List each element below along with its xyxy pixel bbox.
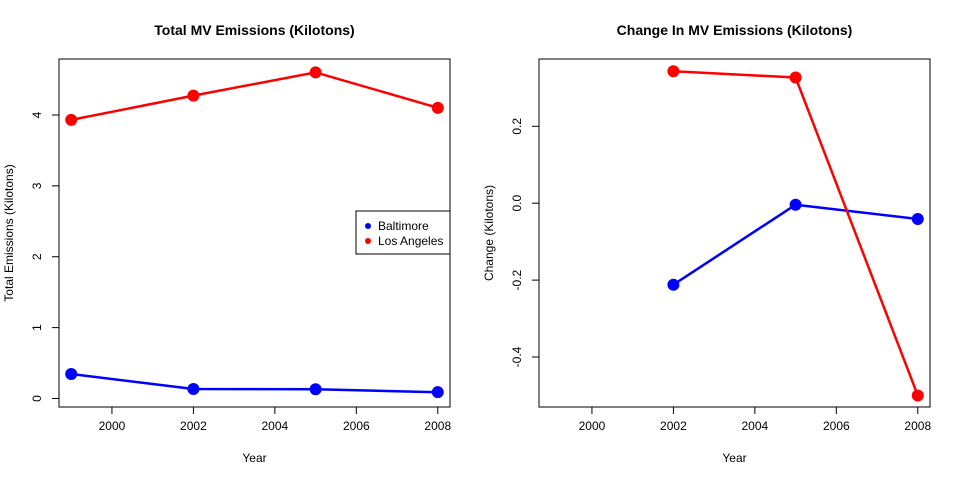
series-total — [65, 66, 444, 399]
y-tick-label: 1 — [30, 324, 44, 331]
x-axis-label-total: Year — [242, 451, 266, 465]
data-point-baltimore — [667, 278, 680, 291]
series-line-baltimore — [672, 203, 918, 286]
x-tick-label: 2004 — [742, 419, 769, 433]
y-tick-label: -0.4 — [510, 346, 524, 367]
data-point-los-angeles — [911, 389, 924, 402]
y-axis-label-change: Change (Kilotons) — [482, 185, 496, 281]
y-tick-label: 3 — [30, 182, 44, 189]
x-tick-label: 2006 — [343, 419, 370, 433]
legend-label-los-angeles: Los Angeles — [378, 234, 443, 248]
legend: Baltimore Los Angeles — [355, 210, 451, 255]
y-tick-label: 0.2 — [510, 118, 524, 135]
data-point-baltimore — [431, 386, 444, 399]
x-tick-label: 2006 — [823, 419, 850, 433]
legend-label-baltimore: Baltimore — [378, 219, 429, 233]
data-point-los-angeles — [431, 101, 444, 114]
data-point-los-angeles — [789, 71, 802, 84]
chart-total-emissions: Total MV Emissions (Kilotons) Year Total… — [2, 22, 451, 465]
data-point-baltimore — [789, 198, 802, 211]
legend-box — [355, 210, 451, 255]
data-point-los-angeles — [309, 66, 322, 79]
x-tick-label: 2002 — [180, 419, 207, 433]
chart-title-total: Total MV Emissions (Kilotons) — [154, 22, 354, 38]
y-ticks-change: -0.4 -0.2 0.0 0.2 — [510, 118, 539, 367]
data-point-los-angeles — [187, 89, 200, 102]
x-tick-label: 2002 — [660, 419, 687, 433]
series-line-los-angeles — [70, 71, 439, 122]
series-line-los-angeles — [673, 70, 919, 396]
x-axis-label-change: Year — [722, 451, 746, 465]
series-change — [667, 65, 924, 402]
y-tick-label: 0 — [30, 395, 44, 402]
x-ticks-change: 2000 2002 2004 2006 2008 — [579, 407, 931, 433]
y-tick-label: -0.2 — [510, 269, 524, 290]
x-tick-label: 2000 — [579, 419, 606, 433]
chart-change-emissions: Change In MV Emissions (Kilotons) Year C… — [482, 22, 931, 465]
x-tick-label: 2008 — [904, 419, 931, 433]
y-tick-label: 0.0 — [510, 195, 524, 212]
legend-marker-los-angeles — [365, 238, 371, 244]
data-point-baltimore — [65, 367, 78, 380]
data-point-los-angeles — [667, 65, 680, 78]
x-tick-label: 2000 — [99, 419, 126, 433]
data-point-baltimore — [911, 212, 924, 225]
y-axis-label-total: Total Emissions (Kilotons) — [2, 164, 16, 301]
x-ticks-total: 2000 2002 2004 2006 2008 — [99, 407, 451, 433]
legend-marker-baltimore — [365, 223, 371, 229]
x-tick-label: 2004 — [262, 419, 289, 433]
chart-title-change: Change In MV Emissions (Kilotons) — [617, 22, 853, 38]
y-tick-label: 2 — [30, 253, 44, 260]
plot-frame-change — [538, 58, 931, 408]
y-tick-label: 4 — [30, 111, 44, 118]
series-line-baltimore — [71, 372, 438, 394]
x-tick-label: 2008 — [424, 419, 451, 433]
data-point-los-angeles — [65, 113, 78, 126]
data-point-baltimore — [309, 383, 322, 396]
data-point-baltimore — [187, 382, 200, 395]
y-ticks-total: 0 1 2 3 4 — [30, 111, 59, 402]
